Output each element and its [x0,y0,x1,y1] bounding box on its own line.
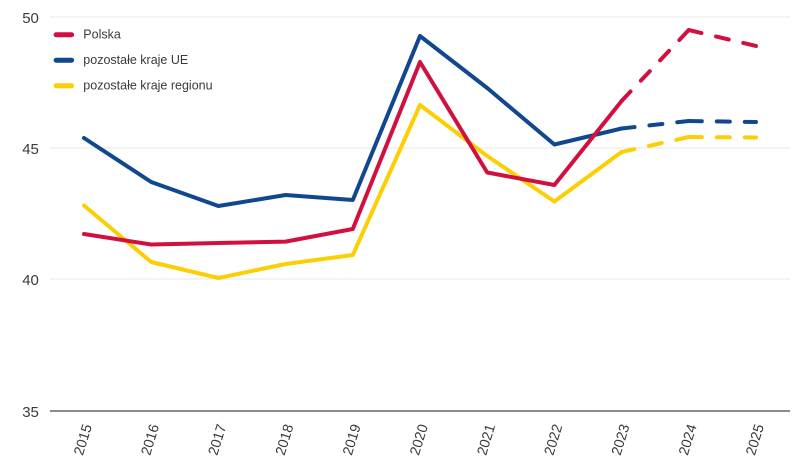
svg-text:50: 50 [22,10,39,27]
svg-text:35: 35 [22,404,39,421]
svg-text:40: 40 [22,272,39,289]
svg-text:pozostałe kraje regionu: pozostałe kraje regionu [83,78,212,92]
svg-text:Polska: Polska [83,27,121,41]
svg-text:45: 45 [22,141,39,158]
svg-text:pozostałe kraje UE: pozostałe kraje UE [83,53,188,67]
